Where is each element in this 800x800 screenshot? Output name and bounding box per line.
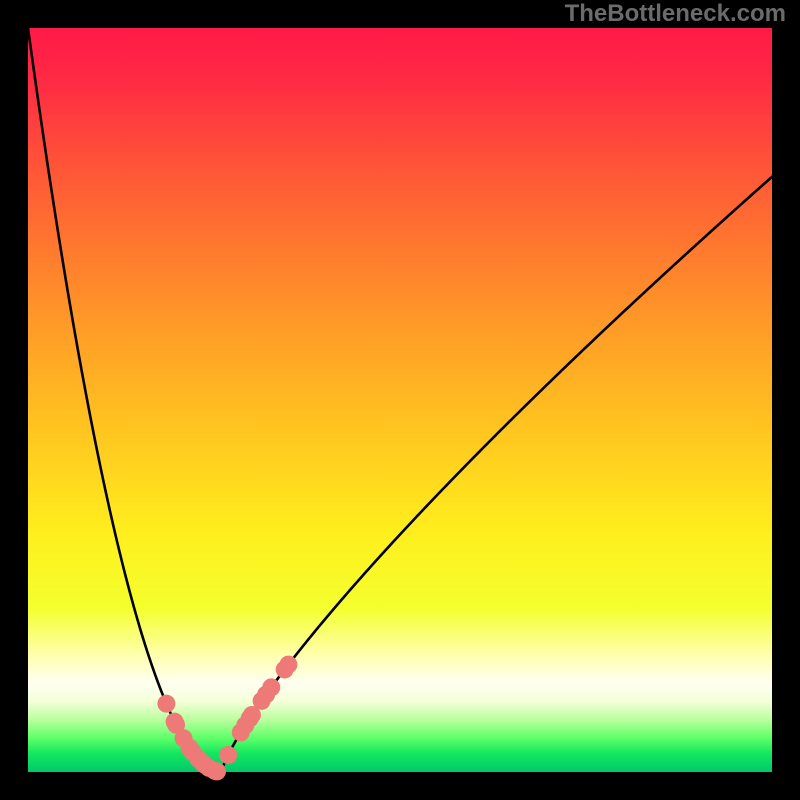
watermark-text: TheBottleneck.com	[565, 0, 786, 28]
bottleneck-curve-chart	[0, 0, 800, 800]
data-dot	[208, 762, 226, 780]
data-dot	[157, 695, 175, 713]
data-dot	[219, 746, 237, 764]
chart-frame: TheBottleneck.com	[0, 0, 800, 800]
plot-background	[28, 28, 772, 772]
data-dot	[262, 678, 280, 696]
data-dot	[279, 656, 297, 674]
